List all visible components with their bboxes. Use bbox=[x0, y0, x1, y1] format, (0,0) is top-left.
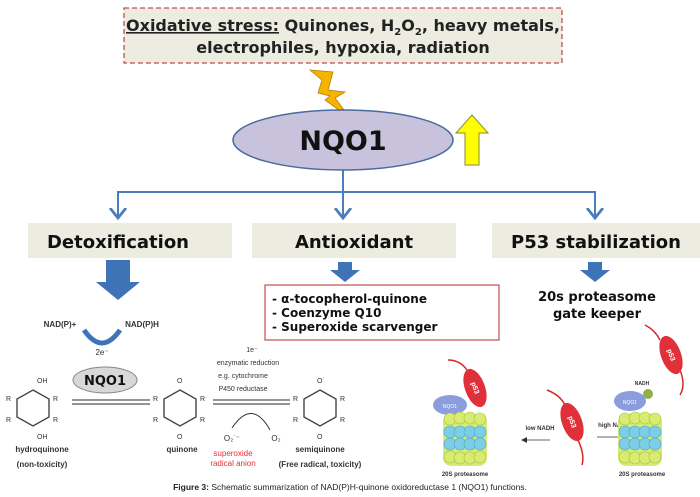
svg-text:O: O bbox=[317, 434, 323, 441]
p53-stabilization-label: P53 stabilization bbox=[511, 232, 681, 253]
svg-text:R: R bbox=[153, 417, 158, 424]
svg-text:p53: p53 bbox=[665, 348, 676, 362]
nadph-label: NAD(P)H bbox=[125, 320, 159, 329]
svg-text:R: R bbox=[340, 396, 345, 403]
detoxification-label: Detoxification bbox=[47, 232, 189, 253]
svg-text:R: R bbox=[340, 417, 345, 424]
block-arrow-down-icon bbox=[330, 262, 360, 282]
svg-text:O˙: O˙ bbox=[317, 377, 325, 385]
svg-text:NQO1: NQO1 bbox=[623, 400, 637, 406]
enzymatic-line: e.g. cytochrome bbox=[218, 373, 268, 380]
svg-text:R: R bbox=[6, 396, 11, 403]
oxygen-cycle-arrow-icon bbox=[231, 413, 271, 431]
antioxidant-item: - α-tocopherol-quinone bbox=[272, 292, 427, 306]
antioxidant-item: - Superoxide scarvenger bbox=[272, 320, 437, 334]
svg-text:p53: p53 bbox=[566, 415, 577, 429]
svg-text:p53: p53 bbox=[469, 381, 480, 395]
antioxidant-label: Antioxidant bbox=[295, 232, 414, 253]
svg-text:R: R bbox=[6, 417, 11, 424]
antioxidant-item: - Coenzyme Q10 bbox=[272, 306, 381, 320]
enzymatic-line: enzymatic reduction bbox=[217, 360, 279, 367]
svg-text:O: O bbox=[177, 378, 183, 385]
superoxide-label: superoxide bbox=[213, 449, 253, 458]
semiquinone-label: semiquinone bbox=[295, 445, 345, 454]
semiquinone-note: (Free radical, toxicity) bbox=[279, 460, 362, 469]
svg-text:OH: OH bbox=[37, 434, 48, 441]
svg-text:R: R bbox=[293, 417, 298, 424]
oxidative-stress-box bbox=[123, 7, 563, 64]
arrowhead-icon bbox=[521, 437, 527, 443]
svg-text:R: R bbox=[200, 417, 205, 424]
block-arrow-down-icon bbox=[96, 260, 140, 300]
svg-text:R: R bbox=[53, 417, 58, 424]
svg-text:NADH: NADH bbox=[635, 381, 650, 387]
p53-desc-line: gate keeper bbox=[553, 307, 642, 322]
svg-text:R: R bbox=[153, 396, 158, 403]
antioxidant-box bbox=[252, 223, 456, 258]
one-electron-label: 1e⁻ bbox=[246, 347, 258, 354]
upregulation-arrow-icon bbox=[454, 114, 490, 166]
superoxide-label: radical anion bbox=[210, 459, 255, 468]
svg-text:R: R bbox=[53, 396, 58, 403]
proteasome-label: 20S proteasome bbox=[442, 472, 489, 478]
equilibrium-arrows bbox=[72, 399, 290, 405]
free-p53: p53 bbox=[546, 389, 584, 466]
svg-text:NQO1: NQO1 bbox=[443, 404, 457, 410]
nadp-plus-label: NAD(P)+ bbox=[44, 320, 77, 329]
hydroquinone-structure: OH OH R R R R bbox=[6, 378, 58, 441]
p53-desc-line: 20s proteasome bbox=[538, 290, 656, 305]
superoxide-formula: O₂˙⁻ bbox=[224, 434, 240, 443]
cofactor-cycle-arrow-icon bbox=[81, 328, 123, 346]
enzymatic-line: P450 reductase bbox=[218, 386, 267, 393]
figure-caption: Figure 3: Schematic summarization of NAD… bbox=[173, 482, 527, 492]
hydroquinone-label: hydroquinone bbox=[15, 445, 69, 454]
svg-text:R: R bbox=[293, 396, 298, 403]
stress-line-2: electrophiles, hypoxia, radiation bbox=[196, 38, 490, 57]
block-arrow-down-icon bbox=[580, 262, 610, 282]
branch-connectors bbox=[118, 170, 595, 218]
hydroquinone-note: (non-toxicity) bbox=[17, 460, 68, 469]
nqo1-label: NQO1 bbox=[299, 126, 386, 157]
quinone-label: quinone bbox=[166, 445, 198, 454]
nqo1-enzyme-label: NQO1 bbox=[84, 374, 126, 389]
svg-text:OH: OH bbox=[37, 378, 48, 385]
nqo1-enzyme-ellipse bbox=[72, 366, 138, 394]
antioxidant-list-box bbox=[264, 284, 500, 341]
detoxification-box bbox=[28, 223, 232, 258]
proteasome-label: 20S proteasome bbox=[619, 472, 666, 478]
high-nadh-label: high NADH bbox=[598, 423, 630, 429]
semiquinone-structure: O˙ O R R R R bbox=[293, 377, 345, 441]
proteasome-left: NQO1 p53 bbox=[433, 359, 488, 467]
proteasome-right: NQO1 NADH p53 bbox=[614, 324, 684, 467]
oxygen-formula: O₂ bbox=[271, 434, 280, 443]
stress-line-1: Oxidative stress: Quinones, H2O2, heavy … bbox=[126, 16, 560, 38]
p53-stabilization-box bbox=[492, 223, 700, 258]
low-nadh-label: low NADH bbox=[526, 426, 555, 432]
svg-text:O: O bbox=[177, 434, 183, 441]
two-electron-label: 2e⁻ bbox=[95, 348, 108, 357]
svg-text:R: R bbox=[200, 396, 205, 403]
quinone-structure: O O R R R R bbox=[153, 378, 205, 441]
